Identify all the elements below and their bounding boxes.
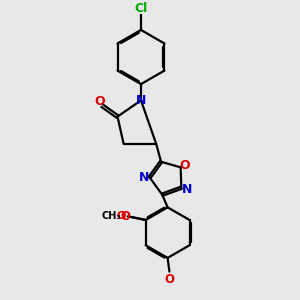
Text: O: O: [121, 210, 130, 223]
Text: O: O: [94, 95, 105, 108]
Text: O: O: [116, 212, 126, 221]
Text: O: O: [164, 273, 174, 286]
Text: CH₃: CH₃: [102, 212, 121, 221]
Text: N: N: [139, 171, 149, 184]
Text: N: N: [182, 183, 192, 196]
Text: N: N: [136, 94, 146, 107]
Text: Cl: Cl: [134, 2, 148, 15]
Text: O: O: [180, 159, 190, 172]
